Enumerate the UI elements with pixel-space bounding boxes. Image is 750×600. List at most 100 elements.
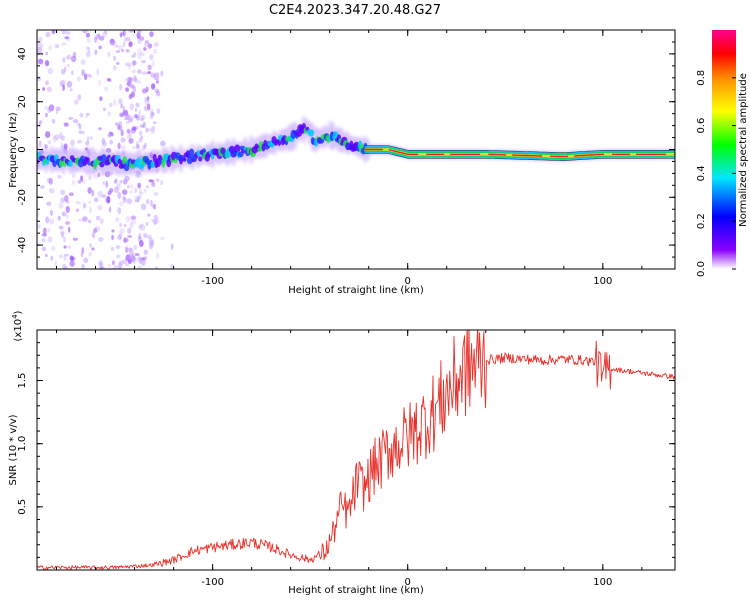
spectrogram-noise-dot <box>123 36 127 44</box>
spectrogram-noise-dot <box>42 87 46 91</box>
spectrogram-noise-dot <box>61 211 67 217</box>
spectrogram-noise-dot <box>70 139 75 146</box>
spectrogram-noise-dot <box>83 73 88 81</box>
snr-y-multiplier-base: (x10 <box>13 319 24 342</box>
spectrogram-noise-dot <box>143 145 146 150</box>
spectrogram-noise-dot <box>116 183 121 187</box>
spectrogram-noise-dot <box>107 111 112 116</box>
snr-x-axis-label: Height of straight line (km) <box>288 585 424 596</box>
spectrogram-noise-dot <box>138 109 142 117</box>
spectrogram-ridge-blob <box>186 156 193 165</box>
spectrogram-noise-dot <box>66 54 72 60</box>
spectrogram-noise-dot <box>77 218 84 222</box>
spectrogram-noise-dot <box>104 86 109 92</box>
spectrogram-noise-dot <box>95 34 101 40</box>
spectrogram-noise-dot <box>147 43 153 49</box>
spectrogram-noise-dot <box>57 215 61 221</box>
spectrogram-noise-dot <box>156 217 160 223</box>
spectrogram-noise-dot <box>40 52 44 57</box>
spectrogram-noise-dot <box>71 55 77 63</box>
spectrogram-noise-dot <box>120 137 126 143</box>
spectrogram-noise-dot <box>119 33 123 38</box>
spectrogram-noise-dot <box>150 199 153 207</box>
spectrogram-noise-dot <box>127 234 132 238</box>
spectrogram-noise-dot <box>120 129 124 137</box>
spectrogram-noise-dot <box>126 198 133 204</box>
spectrogram-noise-dot <box>101 137 105 145</box>
spectrogram-noise-dot <box>78 124 82 131</box>
spectrogram-noise-dot <box>143 47 147 51</box>
spectrogram-noise-dot <box>133 257 137 261</box>
snr-panel: -100 0 100 0.5 1.0 1.5 Height of straight li… <box>8 310 676 596</box>
spectrogram-noise-dot <box>148 179 154 183</box>
spectrogram-noise-dot <box>128 249 134 257</box>
spectrogram-noise-dot <box>153 192 159 196</box>
spectrogram-noise-dot <box>48 188 55 194</box>
spectrogram-noise-dot <box>98 237 104 242</box>
spectrogram-noise-dot <box>76 76 81 82</box>
spectrogram-noise-dot <box>128 82 134 89</box>
spectrogram-noise-dot <box>170 243 174 251</box>
spectrogram-noise-dot <box>127 259 132 264</box>
spectrogram-noise-dot <box>123 237 129 243</box>
spectrogram-noise-dot <box>145 86 149 93</box>
spectrogram-x-ticks: -100 0 100 <box>56 30 643 287</box>
spectrogram-noise-dot <box>140 60 147 64</box>
spectrogram-noise-dot <box>111 229 115 233</box>
spectrogram-noise-dot <box>98 45 102 50</box>
spectrogram-noise-dot <box>137 53 142 60</box>
spectrogram-noise-dot <box>147 64 151 71</box>
spectrogram-noise-dot <box>116 254 121 259</box>
spectrogram-noise-dot <box>63 245 67 249</box>
spectrogram-noise-dot <box>152 121 157 125</box>
spectrogram-noise-dot <box>41 246 47 252</box>
spectrogram-noise-dot <box>43 106 50 110</box>
spectrogram-noise-dot <box>132 146 136 149</box>
spectrogram-noise-dot <box>135 144 140 150</box>
spectrogram-noise-dot <box>117 207 122 215</box>
colorbar-ticks: 0.0 0.2 0.4 0.6 0.8 <box>696 70 736 277</box>
spectrogram-noise-dot <box>154 72 160 76</box>
spectrogram-noise-dot <box>152 48 158 54</box>
spectrogram-noise-dot <box>115 44 120 48</box>
spectrogram-noise-dot <box>138 232 142 240</box>
spectrogram-noise-dot <box>140 203 147 211</box>
spectrogram-noise-dot <box>153 218 158 225</box>
spectrogram-panel: -100 0 100 -40 -20 0 20 40 Height of straight … <box>8 29 676 296</box>
spectrogram-noise-dot <box>39 185 45 189</box>
spectrogram-noise-dot <box>136 30 143 35</box>
spectrogram-y-tick-label: 20 <box>17 95 28 108</box>
spectrogram-noise-dot <box>138 130 143 136</box>
spectrogram-noise-dot <box>67 64 70 68</box>
spectrogram-noise-dot <box>123 117 129 121</box>
spectrogram-band-edge-top <box>364 145 675 154</box>
spectrogram-noise-dot <box>51 30 56 35</box>
spectrogram-noise-dot <box>107 78 112 83</box>
spectrogram-ridge-blob <box>257 147 263 152</box>
spectrogram-noise-dot <box>97 172 101 178</box>
colorbar-gradient <box>712 30 736 269</box>
spectrogram-noise-dot <box>145 127 149 133</box>
spectrogram-noise-dot <box>148 242 154 250</box>
spectrogram-noise-dot <box>45 131 51 138</box>
spectrogram-noise-dot <box>111 234 114 241</box>
spectrogram-noise-dot <box>45 80 49 86</box>
spectrogram-ridge-blob <box>79 155 86 164</box>
spectrogram-noise-dot <box>114 178 118 184</box>
spectrogram-noise-dot <box>134 187 138 194</box>
figure-title: C2E4.2023.347.20.48.G27 <box>269 3 441 18</box>
spectrogram-noise-dot <box>113 265 118 269</box>
snr-y-tick-label: 1.5 <box>17 373 28 389</box>
spectrogram-noise-dot <box>49 218 54 225</box>
spectrogram-noise-dot <box>47 228 51 233</box>
colorbar-tick-label: 0.2 <box>696 213 707 229</box>
spectrogram-noise-dot <box>65 221 71 225</box>
spectrogram-noise-dot <box>123 223 127 228</box>
spectrogram-noise-dot <box>59 132 63 140</box>
spectrogram-noise-dot <box>128 64 132 70</box>
spectrogram-x-tick-label: -100 <box>201 276 224 287</box>
spectrogram-ridge-blob <box>295 131 302 137</box>
spectrogram-noise-dot <box>47 236 53 243</box>
spectrogram-noise-dot <box>125 48 130 53</box>
spectrogram-noise-dot <box>72 179 75 186</box>
